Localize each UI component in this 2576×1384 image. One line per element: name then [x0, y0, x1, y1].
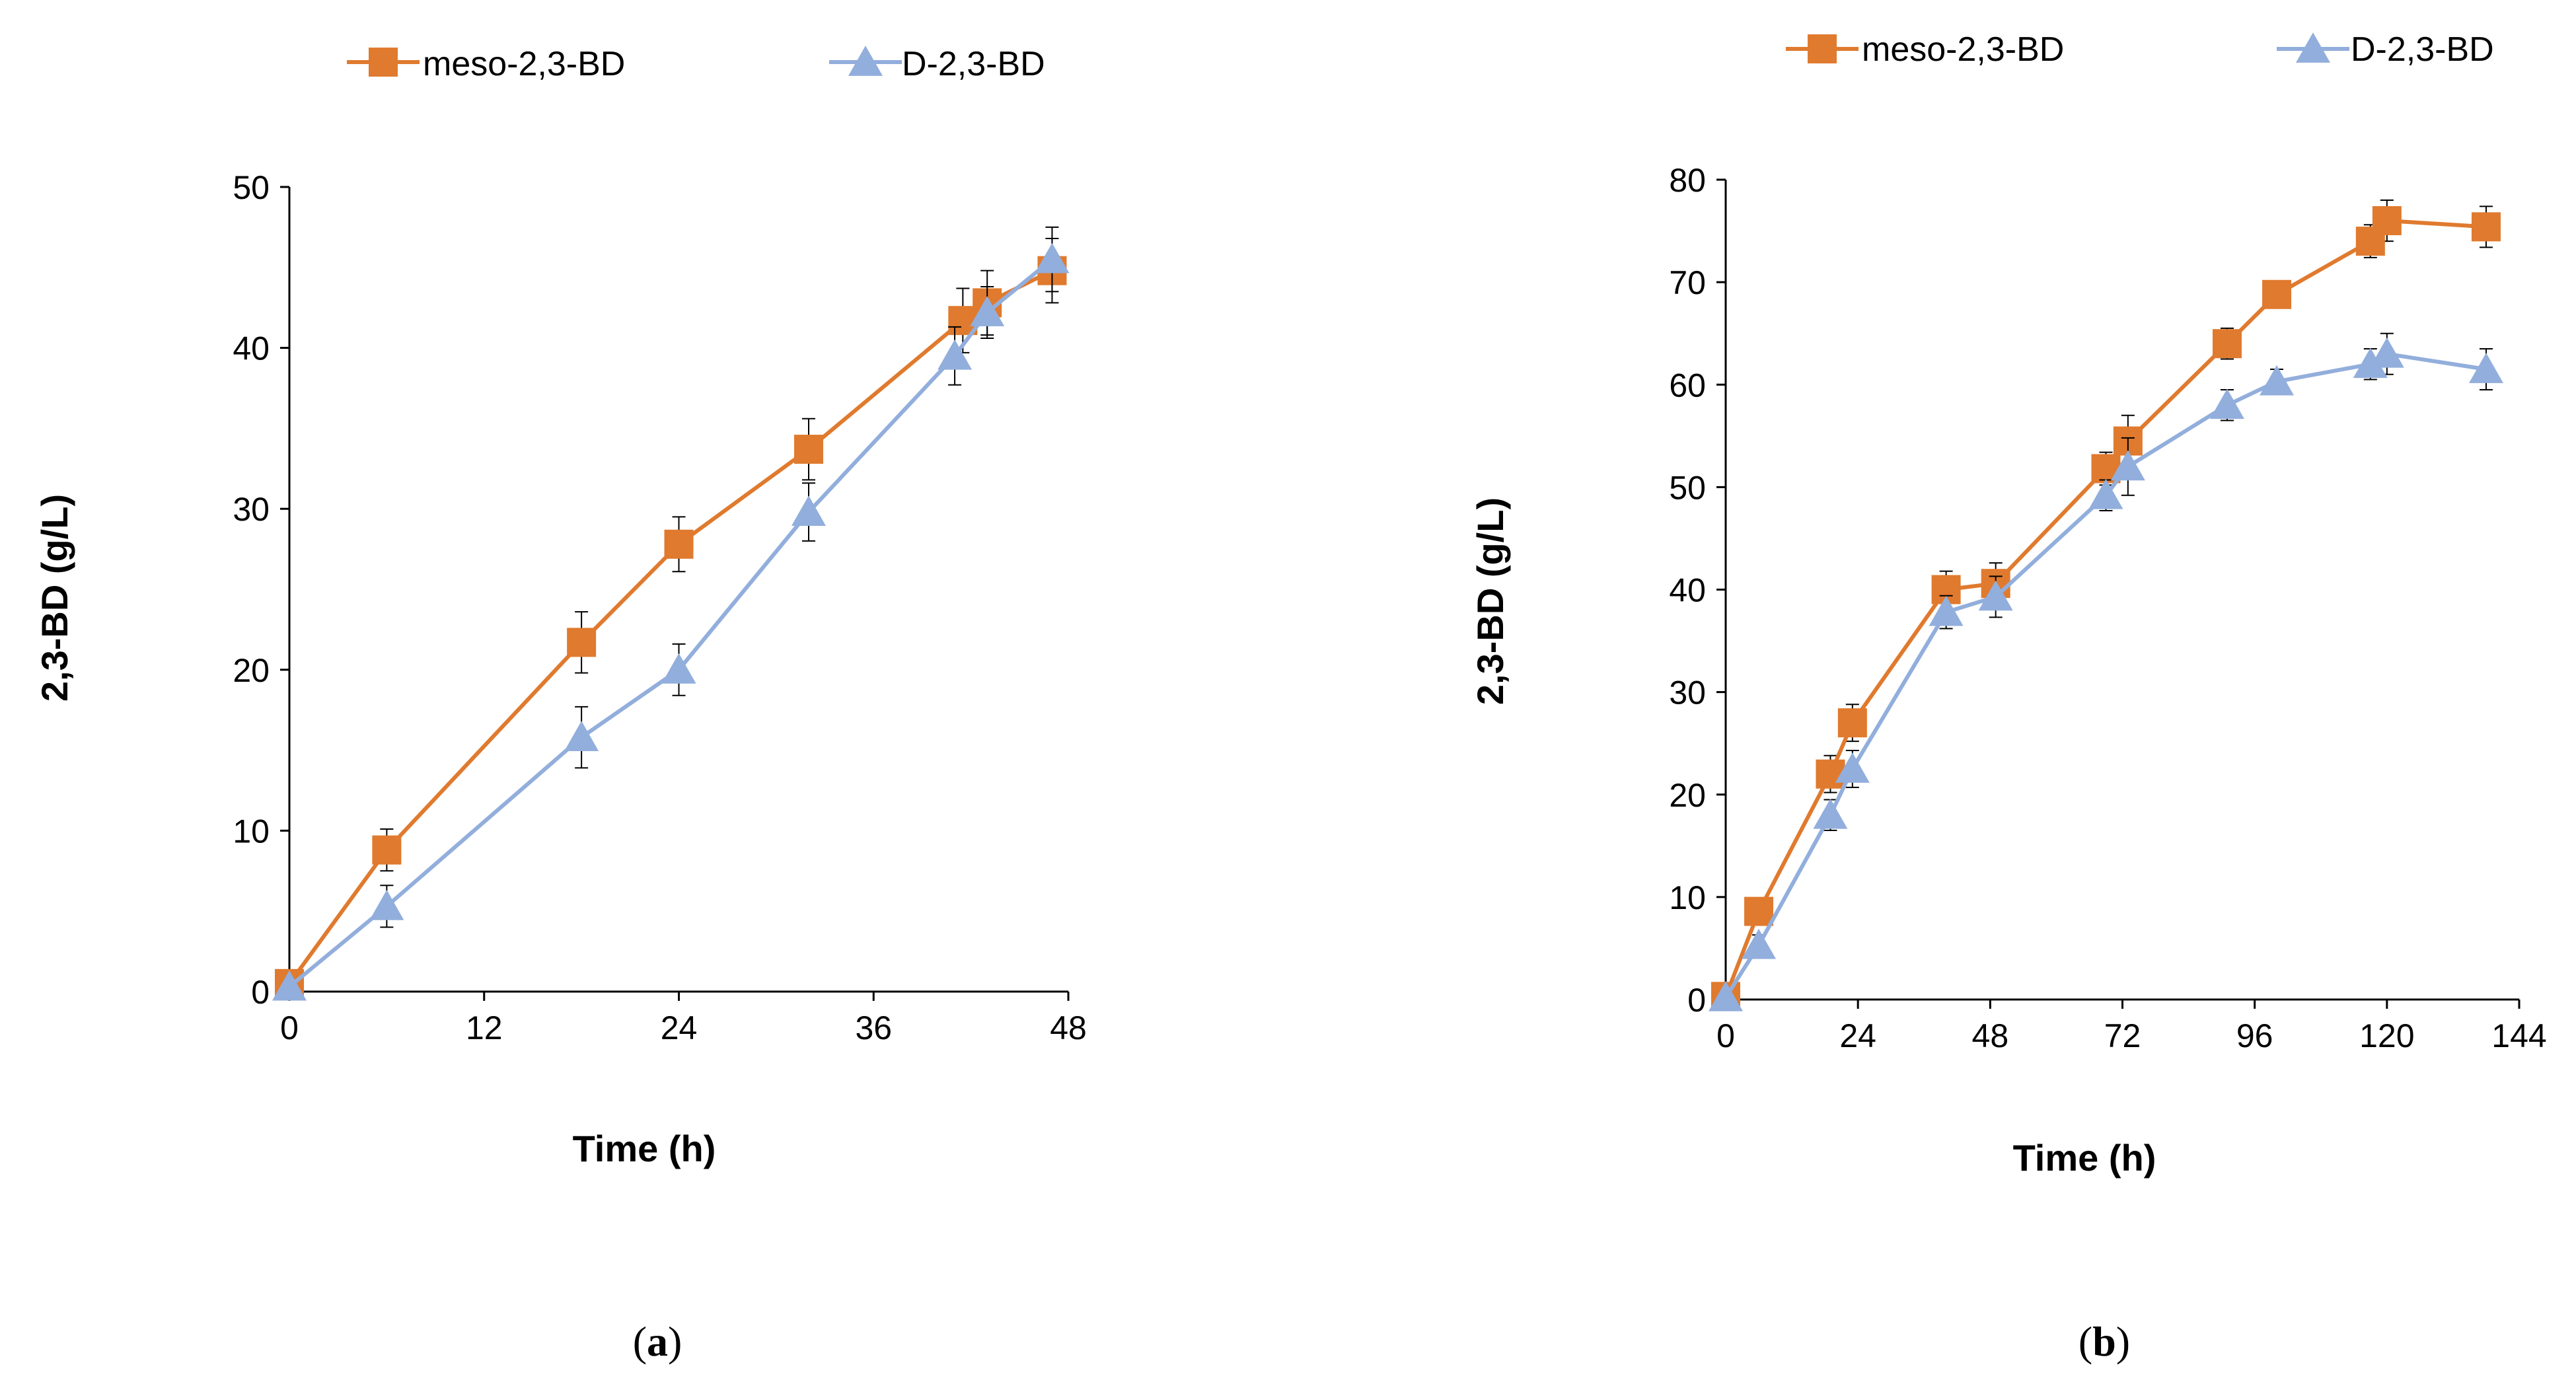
legend-label-d: D-2,3-BD	[902, 45, 1045, 83]
data-point	[2353, 347, 2388, 379]
data-point	[664, 529, 694, 559]
chart-b: meso-2,3-BD D-2,3-BD 0 10 20 30 40 50 60 70 80 0 2…	[1469, 30, 2547, 1365]
x-tick-label: 12	[466, 1009, 503, 1046]
legend-marker	[2296, 32, 2330, 63]
legend-item-meso: meso-2,3-BD	[347, 45, 625, 83]
panel-label-b: (b)	[2079, 1318, 2130, 1365]
x-tick-label: 24	[661, 1009, 698, 1046]
data-point	[1813, 798, 1848, 829]
y-tick-label: 80	[1669, 162, 1706, 199]
y-tick-label: 40	[1669, 572, 1706, 609]
data-point	[791, 495, 826, 526]
panel-label-a-close: )	[668, 1318, 682, 1365]
data-point	[2209, 388, 2244, 419]
y-tick-label: 10	[233, 813, 270, 850]
data-point	[372, 835, 402, 865]
data-point	[794, 435, 823, 464]
series-line	[287, 268, 1053, 985]
legend-item-d: D-2,3-BD	[829, 45, 1045, 83]
x-axis-title-a: Time (h)	[573, 1128, 716, 1169]
data-point	[1835, 752, 1870, 783]
series-b	[1709, 200, 2503, 1011]
data-point	[1816, 759, 1845, 789]
data-point	[1744, 896, 1774, 926]
data-point	[564, 721, 599, 752]
data-point	[970, 296, 1005, 326]
data-point	[2372, 206, 2402, 236]
data-point	[1709, 980, 1743, 1011]
data-point	[2468, 353, 2503, 383]
x-tick-label: 0	[280, 1009, 299, 1046]
panel-label-a-open: (	[633, 1318, 647, 1365]
chart-a: meso-2,3-BD D-2,3-BD 0 10 20 30 40 50 0 12 24 36 4…	[34, 45, 1087, 1365]
legend-label-meso: meso-2,3-BD	[423, 45, 625, 83]
data-point	[272, 970, 307, 1001]
x-tick-label: 96	[2236, 1017, 2273, 1054]
y-tick-label: 0	[1687, 982, 1706, 1019]
panel-label-b-open: (	[2079, 1318, 2092, 1365]
x-tick-label: 72	[2104, 1017, 2141, 1054]
data-point	[661, 653, 696, 684]
series-line	[1724, 351, 2487, 999]
series-d	[1709, 332, 2503, 1011]
x-tick-label: 144	[2491, 1017, 2546, 1054]
legend-marker	[1808, 34, 1837, 63]
panel-label-a: (a)	[633, 1318, 682, 1365]
legend-marker	[848, 46, 883, 76]
series-a	[272, 226, 1070, 1001]
panel-label-b-close: )	[2116, 1318, 2130, 1365]
data-point	[2110, 450, 2145, 481]
data-point	[2260, 365, 2295, 396]
legend-label-meso: meso-2,3-BD	[1862, 30, 2064, 69]
data-point	[938, 339, 973, 370]
y-tick-label: 40	[233, 330, 270, 367]
y-tick-label: 20	[233, 652, 270, 689]
data-point	[1035, 242, 1070, 273]
data-point	[2088, 478, 2123, 509]
data-point	[1929, 595, 1964, 626]
data-point	[2471, 212, 2501, 242]
data-point	[567, 628, 597, 657]
axes-b: 0 10 20 30 40 50 60 70 80 0 24 48 72 96 120 144	[1669, 162, 2546, 1054]
series-line	[1724, 219, 2487, 998]
y-axis-title-a: 2,3-BD (g/L)	[34, 494, 75, 702]
y-tick-label: 20	[1669, 777, 1706, 814]
y-tick-label: 70	[1669, 264, 1706, 301]
series-line	[288, 258, 1054, 989]
y-tick-label: 30	[233, 491, 270, 528]
legend-label-d: D-2,3-BD	[2351, 30, 2494, 69]
y-tick-label: 30	[1669, 674, 1706, 711]
data-point	[2212, 329, 2242, 359]
legend-item-d: D-2,3-BD	[2277, 30, 2494, 69]
legend-item-meso: meso-2,3-BD	[1786, 30, 2064, 69]
y-tick-label: 50	[233, 169, 270, 206]
data-point	[2262, 279, 2292, 309]
panel-label-b-letter: b	[2092, 1318, 2116, 1365]
series-meso	[1711, 200, 2501, 1011]
legend-b: meso-2,3-BD D-2,3-BD	[1786, 30, 2494, 69]
legend-a: meso-2,3-BD D-2,3-BD	[347, 45, 1045, 83]
y-axis-title-b: 2,3-BD (g/L)	[1469, 497, 1511, 705]
axes-a: 0 10 20 30 40 50 0 12 24 36 48	[233, 169, 1086, 1046]
x-tick-label: 120	[2359, 1017, 2414, 1054]
data-point	[369, 889, 404, 920]
data-point	[1837, 708, 1867, 738]
x-tick-label: 36	[855, 1009, 892, 1046]
x-tick-label: 24	[1839, 1017, 1876, 1054]
data-point	[1978, 580, 2013, 611]
y-tick-label: 60	[1669, 367, 1706, 404]
x-tick-label: 0	[1716, 1017, 1735, 1054]
x-tick-label: 48	[1972, 1017, 2009, 1054]
x-tick-label: 48	[1050, 1009, 1087, 1046]
legend-marker	[369, 48, 398, 77]
x-axis-title-b: Time (h)	[2013, 1137, 2156, 1179]
y-tick-label: 10	[1669, 879, 1706, 916]
data-point	[1742, 928, 1777, 959]
y-tick-label: 0	[251, 974, 270, 1011]
y-tick-label: 50	[1669, 469, 1706, 506]
series-d	[272, 226, 1070, 1001]
panel-label-a-letter: a	[647, 1318, 668, 1365]
data-point	[2369, 337, 2404, 368]
